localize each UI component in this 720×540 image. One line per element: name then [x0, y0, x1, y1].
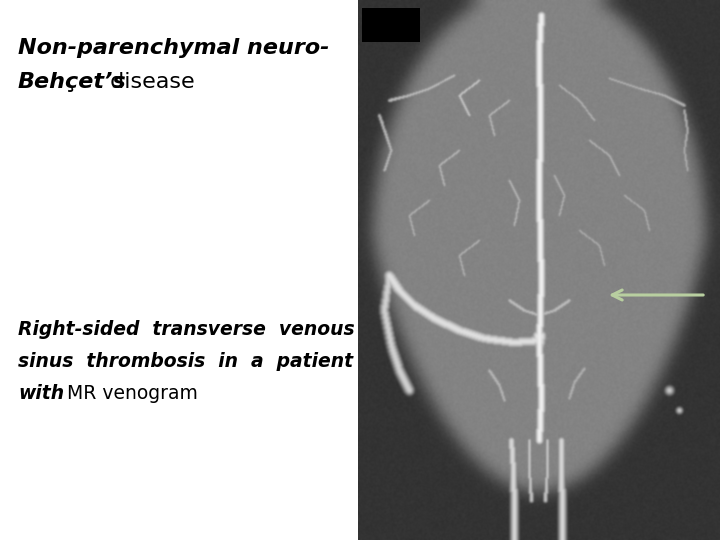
Text: sinus  thrombosis  in  a  patient: sinus thrombosis in a patient: [18, 352, 353, 371]
Text: MR venogram: MR venogram: [61, 384, 198, 403]
Text: disease: disease: [103, 72, 194, 92]
Text: Right-sided  transverse  venous: Right-sided transverse venous: [18, 320, 355, 339]
Text: Behçet’s: Behçet’s: [18, 72, 127, 92]
Text: with: with: [18, 384, 64, 403]
Text: Non-parenchymal neuro-: Non-parenchymal neuro-: [18, 38, 329, 58]
